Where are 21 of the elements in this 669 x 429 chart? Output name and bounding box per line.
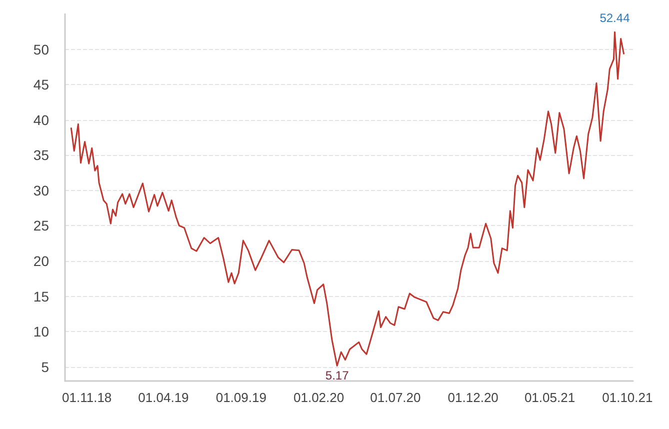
x-tick-label: 01.05.21 [524,390,576,405]
y-tick-label: 5 [41,358,50,375]
y-tick-label: 35 [33,147,50,164]
x-tick-label: 01.12.20 [448,390,498,405]
y-tick-label: 45 [33,76,50,93]
y-tick-label: 15 [33,288,50,304]
annotation: 5.17 [325,368,350,383]
annotation: 52.44 [600,11,630,26]
x-tick-label: 01.11.18 [62,390,112,405]
x-tick-label: 01.07.20 [370,390,421,405]
y-tick-label: 50 [33,41,50,58]
y-tick-label: 40 [33,112,50,128]
line-series [70,31,625,366]
y-tick-label: 10 [33,324,50,340]
y-tick-label: 25 [33,218,50,234]
x-tick-label: 01.04.19 [138,390,189,405]
y-tick-label: 30 [33,182,50,198]
x-tick-label: 01.09.19 [216,390,266,405]
y-tick-label: 20 [33,253,50,270]
x-tick-label: 01.10.21 [602,390,653,405]
x-tick-label: 01.02.20 [293,390,344,405]
